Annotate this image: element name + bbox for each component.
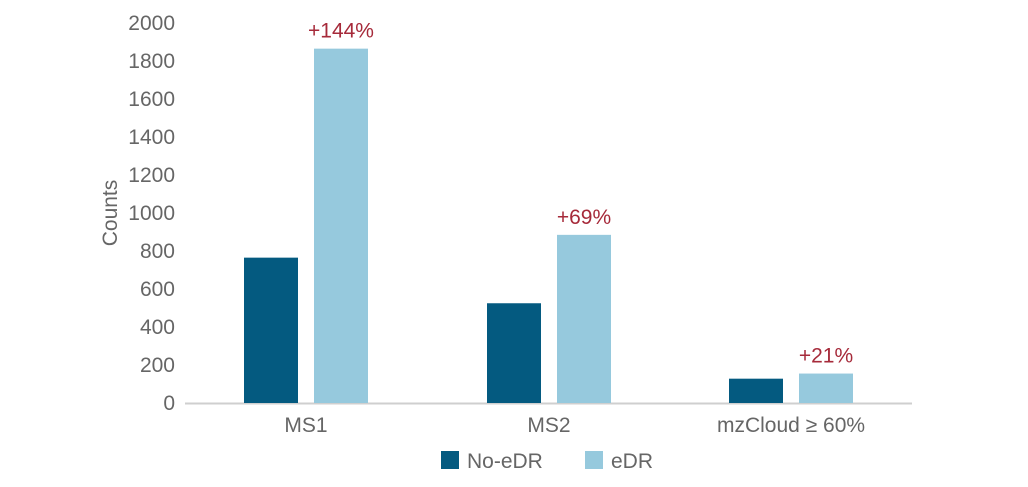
- y-tick-label: 1800: [128, 50, 175, 73]
- y-tick-label: 1200: [128, 164, 175, 187]
- data-label-increase: +69%: [557, 206, 611, 229]
- legend-swatch-no-edr: [441, 451, 459, 469]
- data-label-increase: +21%: [799, 345, 853, 368]
- legend-label: eDR: [611, 450, 653, 473]
- y-tick-label: 1400: [128, 126, 175, 149]
- y-axis-label: Counts: [99, 180, 122, 247]
- y-tick-label: 200: [140, 354, 175, 377]
- y-tick-label: 600: [140, 278, 175, 301]
- data-label-increase: +144%: [308, 20, 374, 43]
- y-tick-label: 0: [163, 392, 175, 415]
- bar-edr-2: [557, 234, 611, 403]
- y-tick-label: 800: [140, 240, 175, 263]
- legend-swatch-edr: [585, 451, 603, 469]
- y-tick-label: 400: [140, 316, 175, 339]
- bar-no-edr-3: [729, 378, 783, 403]
- bar-no-edr-1: [244, 257, 298, 403]
- x-tick-label: MS2: [527, 414, 570, 437]
- bar-edr-3: [799, 373, 853, 403]
- x-tick-label: MS1: [284, 414, 327, 437]
- bar-no-edr-2: [487, 303, 541, 403]
- x-tick-label: mzCloud ≥ 60%: [717, 414, 865, 437]
- y-tick-label: 1600: [128, 88, 175, 111]
- bar-edr-1: [314, 48, 368, 404]
- y-tick-label: 1000: [128, 202, 175, 225]
- legend-label: No-eDR: [467, 450, 543, 473]
- y-tick-label: 2000: [128, 12, 175, 35]
